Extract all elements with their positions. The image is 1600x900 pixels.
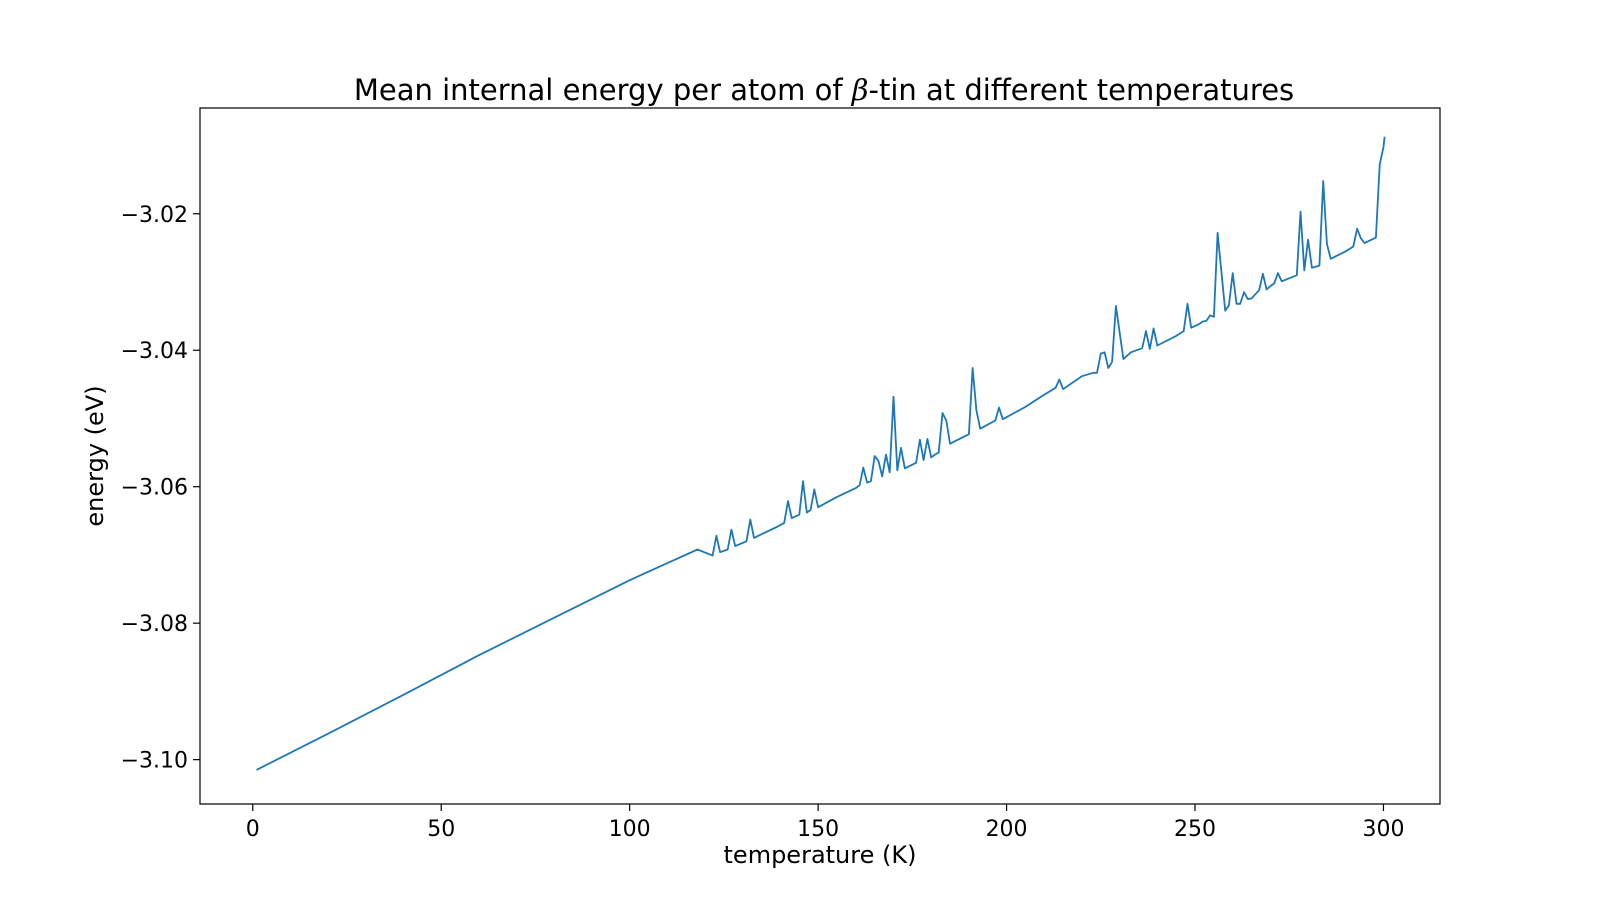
x-tick-label: 150: [797, 817, 839, 842]
chart-title: Mean internal energy per atom of β-tin a…: [354, 73, 1294, 107]
y-tick-label: −3.10: [121, 749, 188, 774]
y-tick-label: −3.08: [121, 612, 188, 637]
x-tick-label: 0: [246, 817, 260, 842]
x-axis-ticks: 0 50 100 150 200 250 300: [246, 804, 1404, 842]
y-tick-label: −3.04: [121, 339, 188, 364]
x-tick-label: 100: [609, 817, 651, 842]
x-tick-label: 250: [1174, 817, 1216, 842]
y-axis-ticks: −3.02 −3.04 −3.06 −3.08 −3.10: [121, 203, 200, 774]
chart-title-pre: Mean internal energy per atom of: [354, 73, 852, 107]
x-tick-label: 200: [986, 817, 1028, 842]
x-tick-label: 50: [427, 817, 455, 842]
chart-title-post: -tin at different temperatures: [869, 73, 1295, 107]
y-tick-label: −3.06: [121, 476, 188, 501]
y-tick-label: −3.02: [121, 203, 188, 228]
plot-frame: [199, 107, 1441, 805]
y-axis-label: energy (eV): [81, 385, 109, 526]
energy-series-line: [256, 136, 1386, 771]
x-axis-label: temperature (K): [724, 841, 917, 869]
x-tick-label: 300: [1362, 817, 1404, 842]
chart-title-symbol: β: [851, 73, 869, 107]
